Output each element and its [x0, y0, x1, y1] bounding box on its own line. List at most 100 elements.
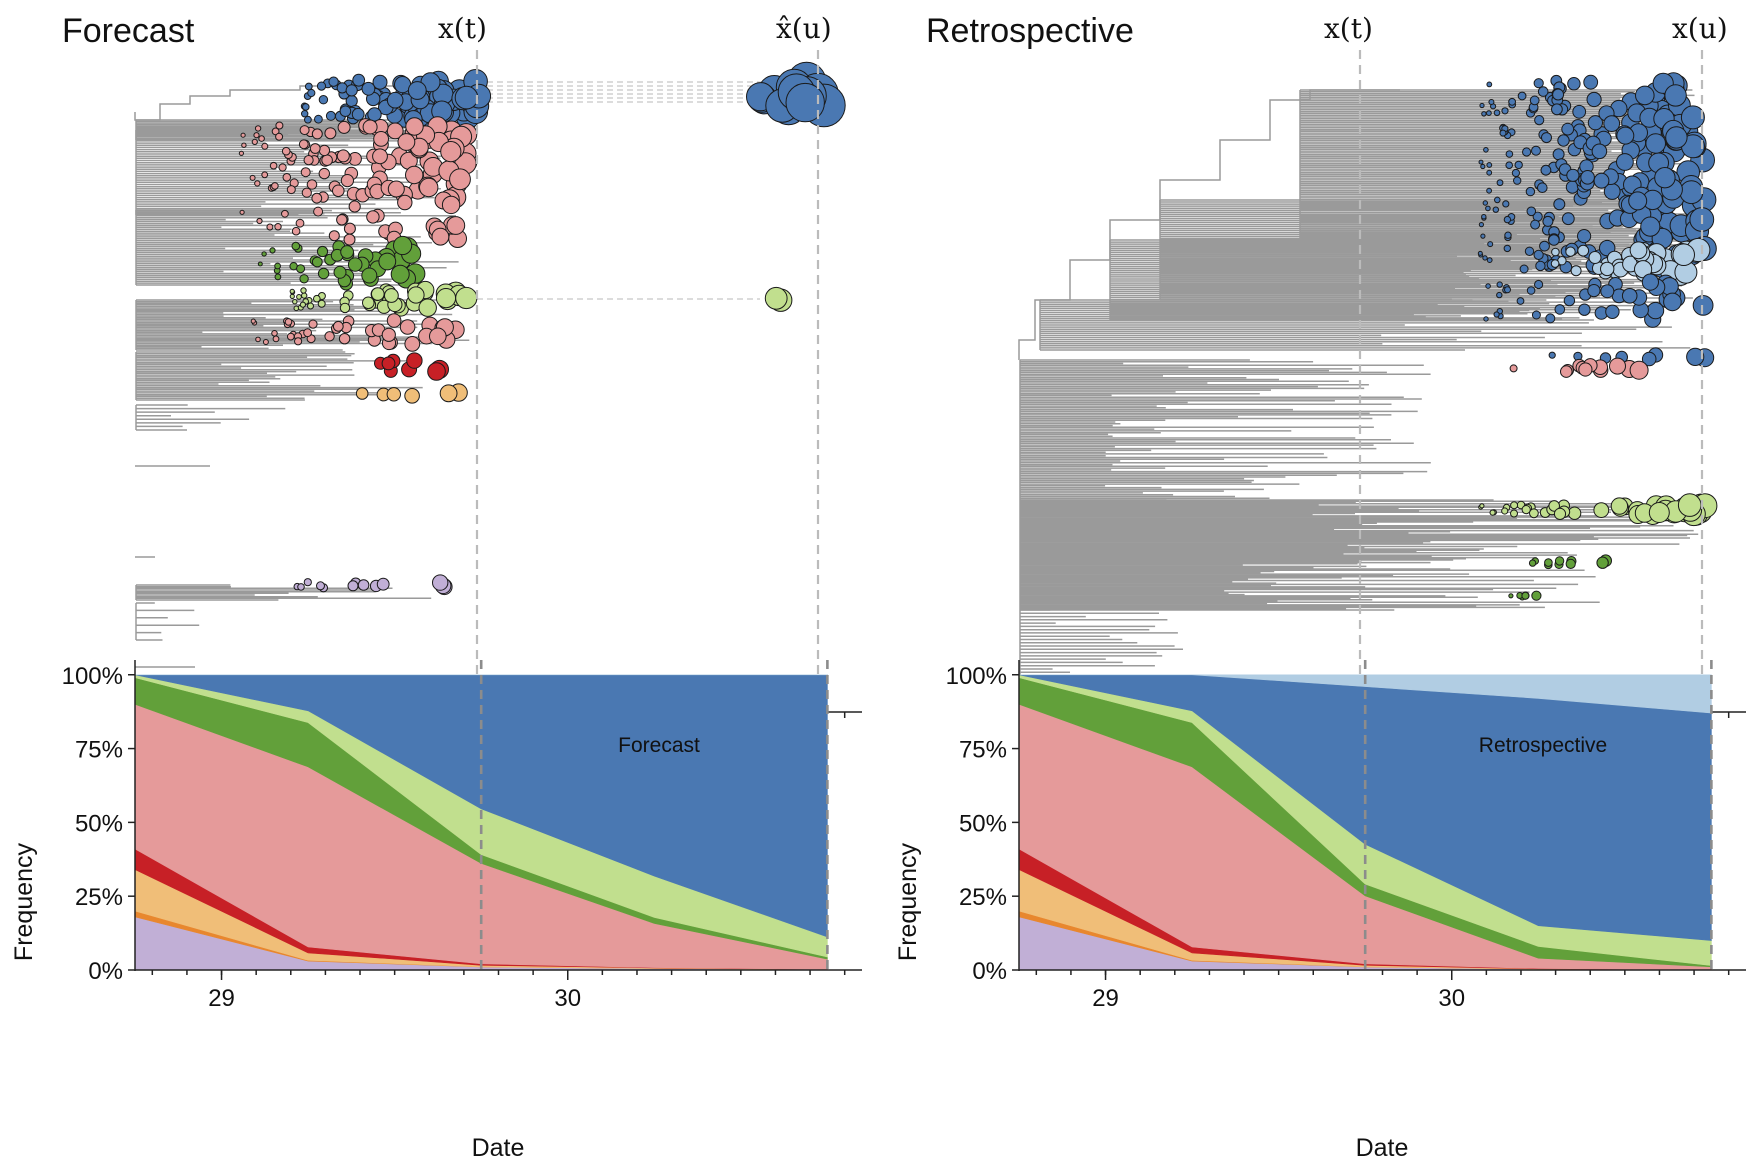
- retrospective-tree-tip-blue: [1552, 88, 1565, 101]
- retrospective-tree-tip-blue: [1496, 291, 1503, 299]
- retrospective-tree-tip-blue: [1654, 167, 1676, 189]
- forecast-tree-tip-light_green: [313, 294, 321, 303]
- retrospective-tree-tip-blue: [1557, 134, 1570, 147]
- retrospective-tree-tip-blue: [1481, 111, 1487, 117]
- retrospective-tree-tip-pink: [1509, 364, 1518, 373]
- retrospective-tree-tip-blue: [1526, 286, 1536, 295]
- retrospective-y-tick-label: 0%: [972, 958, 1007, 985]
- retrospective-tree-tip-blue: [1552, 148, 1565, 161]
- forecast-tree-tip-light_green: [289, 293, 295, 299]
- forecast-tree-tip-blue: [345, 84, 358, 97]
- forecast-tree-tip-light_green: [362, 296, 375, 310]
- forecast-tree-tip-pink: [284, 318, 293, 326]
- forecast-tree-tip-dark_green: [311, 256, 323, 268]
- retrospective-tree-tip-light_green: [1548, 500, 1560, 512]
- forecast-tree-tip-pink: [298, 139, 309, 150]
- retrospective-tree-tip-blue: [1603, 115, 1621, 132]
- retrospective-tree-tip-blue: [1616, 126, 1635, 145]
- retrospective-tree-tip-light_green: [1648, 502, 1670, 523]
- retrospective-tree-tip-blue: [1686, 347, 1705, 366]
- forecast-tree-tip-pink: [431, 227, 450, 246]
- forecast-tree-tip-orange_light: [386, 387, 401, 402]
- retrospective-tree-tip-blue: [1663, 292, 1682, 312]
- retrospective-tree-tip-blue: [1640, 216, 1661, 237]
- retrospective-tree-tip-light_green: [1610, 497, 1629, 515]
- retrospective-tree-tip-blue: [1635, 85, 1655, 106]
- retrospective-tree-tip-blue: [1492, 206, 1500, 213]
- forecast-tree-tip-pink: [337, 120, 351, 134]
- forecast-tree-tip-pink: [311, 192, 323, 204]
- retrospective-tree-tip-blue: [1605, 304, 1620, 319]
- forecast-tree-tip-light_green: [289, 288, 295, 294]
- forecast-tree-tip-pink: [238, 150, 244, 156]
- forecast-tree-tip-purple: [432, 574, 449, 591]
- retrospective-tree-tip-blue: [1483, 316, 1489, 322]
- forecast-tree-tip-dark_green: [261, 251, 267, 257]
- forecast-tree-tip-dark_green: [340, 245, 355, 259]
- forecast-y-tick-label: 75%: [75, 737, 123, 764]
- retrospective-tree-tip-pink: [1560, 365, 1573, 378]
- forecast-tree-tip-pink: [253, 132, 260, 139]
- forecast-tree-tip-light_green: [292, 299, 298, 305]
- retrospective-tree-tip-blue: [1486, 81, 1493, 88]
- forecast-x-tick-label: 29: [208, 985, 235, 1012]
- retrospective-y-tick-label: 75%: [959, 737, 1007, 764]
- forecast-tree-tip-pink: [261, 142, 269, 150]
- forecast-tree-tip-blue: [454, 85, 479, 110]
- retrospective-frequency-axes: 0% 25% 50% 75% 100% 29 30: [946, 660, 1746, 1012]
- forecast-tree-tip-pink: [271, 330, 278, 337]
- forecast-y-axis-label: Frequency: [10, 842, 38, 961]
- retrospective-tree-tip-blue: [1477, 250, 1483, 256]
- forecast-tree-tip-purple: [376, 577, 390, 591]
- forecast-tree-tip-pink: [241, 142, 247, 148]
- forecast-x-tick-label: 30: [554, 985, 581, 1012]
- retrospective-tree-tip-blue: [1535, 260, 1546, 272]
- forecast-tree-tip-dark_green: [269, 247, 276, 254]
- retrospective-tree-tip-blue: [1494, 196, 1501, 204]
- retrospective-tree-tip-blue: [1679, 180, 1704, 205]
- retrospective-tree-tip-dark_green: [1596, 556, 1609, 569]
- forecast-tree-tip-pink: [271, 127, 280, 136]
- forecast-tree-tip-blue: [325, 110, 336, 121]
- retrospective-tree-tip-blue: [1505, 161, 1513, 169]
- retrospective-tree-tip-light_blue: [1600, 261, 1615, 277]
- forecast-tree-tip-pink: [254, 125, 262, 132]
- forecast-tree-tip-blue: [372, 74, 388, 90]
- forecast-frequency-label: Forecast: [618, 734, 700, 757]
- retrospective-tree-tip-blue: [1505, 150, 1514, 158]
- forecast-tree-tip-dark_green: [274, 262, 282, 270]
- forecast-tree-tip-blue: [304, 115, 312, 124]
- forecast-tree-tip-light_green: [299, 301, 306, 308]
- retrospective-tree-tip-light_green: [1510, 509, 1518, 518]
- retrospective-tree-tip-blue: [1488, 99, 1495, 105]
- forecast-tree-tip-pink: [286, 332, 295, 341]
- forecast-tree-tip-dark_green: [390, 264, 410, 284]
- forecast-y-tick-label: 0%: [88, 958, 123, 985]
- retrospective-tree-tip-blue: [1481, 214, 1487, 220]
- forecast-frequency-axes: 0% 25% 50% 75% 100% 29 30: [62, 660, 862, 1012]
- forecast-tree-tip-dark_green: [291, 241, 301, 251]
- retrospective-tree-tip-blue: [1486, 110, 1492, 116]
- retrospective-y-tick-label: 25%: [959, 884, 1007, 911]
- retrospective-x-axis-label: Date: [1356, 1134, 1409, 1162]
- forecast-tree-tip-pink: [399, 319, 416, 335]
- forecast-tree-tip-pink: [286, 185, 296, 195]
- retrospective-y-tick-label: 50%: [959, 810, 1007, 837]
- retrospective-frequency-label: Retrospective: [1479, 734, 1607, 757]
- retrospective-tree-tip-dark_green: [1528, 559, 1537, 567]
- forecast-tree-tip-light_green: [301, 292, 308, 299]
- forecast-tree-tip-blue: [351, 107, 365, 121]
- forecast-tree-tip-pink: [291, 226, 301, 236]
- forecast-tree-tip-pink: [240, 132, 246, 138]
- retrospective-tree-tip-blue: [1482, 255, 1488, 261]
- retrospective-tree-tip-blue: [1493, 311, 1500, 318]
- retrospective-tree-tip-blue: [1504, 286, 1511, 294]
- retrospective-tree-tip-blue: [1540, 164, 1552, 176]
- retrospective-x-tick-label: 29: [1092, 985, 1119, 1012]
- forecast-tree-tip-blue: [302, 103, 310, 111]
- forecast-tree-tip-light_green: [407, 286, 425, 304]
- forecast-tree-tip-pink: [338, 333, 351, 345]
- retrospective-tree-tip-blue: [1548, 234, 1560, 246]
- forecast-tree-tip-pink: [239, 209, 245, 215]
- retrospective-tree-tip-blue: [1483, 147, 1489, 153]
